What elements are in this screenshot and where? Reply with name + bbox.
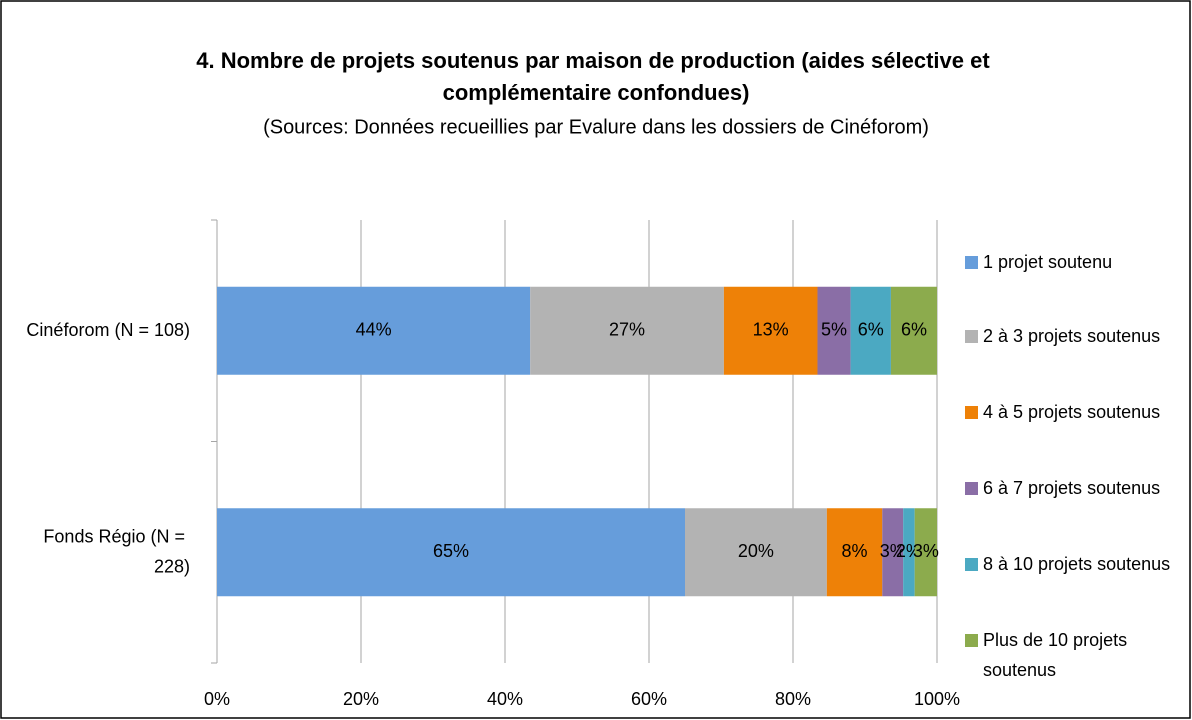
data-label: 3% (880, 541, 906, 561)
x-tick-label: 20% (343, 689, 379, 709)
legend-label: 4 à 5 projets soutenus (983, 402, 1160, 422)
legend-swatch (965, 406, 978, 419)
data-label: 27% (609, 320, 645, 340)
bar-segment (685, 508, 827, 597)
bar-segment (890, 286, 937, 375)
data-label: 6% (858, 320, 884, 340)
bar-segment (850, 286, 891, 375)
data-label: 65% (433, 541, 469, 561)
bar-segment (217, 508, 685, 597)
legend-swatch (965, 634, 978, 647)
bar-segment (882, 508, 904, 597)
bar-segment (723, 286, 818, 375)
x-tick-label: 100% (914, 689, 960, 709)
data-label: 5% (821, 320, 847, 340)
x-tick-label: 60% (631, 689, 667, 709)
bar-segment (914, 508, 937, 597)
legend-label: 1 projet soutenu (983, 252, 1112, 272)
bar-segment (817, 286, 851, 375)
chart-title: 4. Nombre de projets soutenus par maison… (196, 48, 996, 105)
bar-segment (903, 508, 915, 597)
legend-label: 6 à 7 projets soutenus (983, 478, 1160, 498)
bar-segment (217, 286, 531, 375)
legend-swatch (965, 482, 978, 495)
data-label: 3% (913, 541, 939, 561)
y-tick-label: Fonds Régio (N = 228) (43, 526, 190, 576)
legend-swatch (965, 558, 978, 571)
legend-label: Plus de 10 projets soutenus (983, 630, 1132, 680)
data-label: 44% (356, 320, 392, 340)
data-label: 13% (753, 320, 789, 340)
chart-subtitle: (Sources: Données recueillies par Evalur… (263, 116, 929, 138)
bar-segment (826, 508, 883, 597)
legend-label: 8 à 10 projets soutenus (983, 554, 1170, 574)
x-tick-label: 40% (487, 689, 523, 709)
data-label: 8% (842, 541, 868, 561)
data-label: 20% (738, 541, 774, 561)
x-tick-label: 0% (204, 689, 230, 709)
x-tick-label: 80% (775, 689, 811, 709)
y-tick-label: Cinéforom (N = 108) (26, 320, 190, 340)
bar-segment (530, 286, 724, 375)
data-label: 6% (901, 320, 927, 340)
legend-swatch (965, 256, 978, 269)
legend-swatch (965, 330, 978, 343)
legend-label: 2 à 3 projets soutenus (983, 326, 1160, 346)
